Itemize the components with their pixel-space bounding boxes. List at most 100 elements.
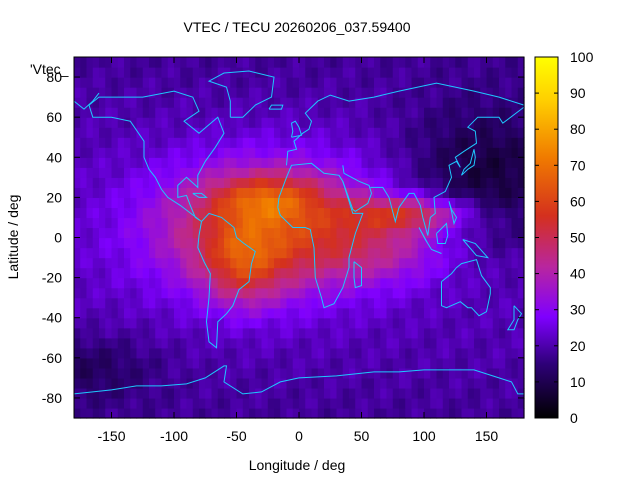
heatmap-cell — [411, 357, 419, 369]
heatmap-cell — [224, 197, 231, 209]
heatmap-cell — [180, 127, 188, 138]
heatmap-cell — [436, 157, 444, 168]
heatmap-cell — [274, 327, 281, 339]
heatmap-cell — [242, 397, 250, 409]
heatmap-cell — [474, 407, 481, 419]
heatmap-cell — [386, 317, 394, 329]
heatmap-cell — [374, 217, 381, 229]
heatmap-cell — [349, 97, 356, 108]
heatmap-cell — [74, 267, 81, 279]
heatmap-cell — [86, 257, 94, 269]
heatmap-cell — [392, 117, 400, 128]
heatmap-cell — [255, 257, 263, 269]
heatmap-cell — [499, 377, 506, 389]
heatmap-cell — [280, 117, 288, 128]
heatmap-cell — [255, 327, 263, 339]
heatmap-cell — [424, 117, 431, 128]
heatmap-cell — [117, 267, 125, 279]
heatmap-cell — [430, 387, 438, 399]
heatmap-cell — [511, 187, 519, 198]
heatmap-cell — [86, 157, 94, 168]
heatmap-cell — [211, 117, 219, 128]
heatmap-cell — [286, 127, 294, 138]
heatmap-cell — [486, 257, 494, 269]
heatmap-cell — [305, 267, 313, 279]
heatmap-cell — [436, 287, 444, 299]
heatmap-cell — [442, 347, 450, 359]
heatmap-cell — [467, 187, 475, 198]
heatmap-cell — [186, 57, 194, 68]
heatmap-cell — [192, 67, 200, 78]
heatmap-cell — [167, 197, 175, 209]
heatmap-cell — [455, 347, 463, 359]
heatmap-cell — [386, 347, 394, 359]
heatmap-cell — [130, 317, 138, 329]
heatmap-cell — [136, 187, 144, 198]
heatmap-cell — [517, 357, 525, 369]
heatmap-cell — [142, 177, 150, 188]
heatmap-cell — [161, 77, 169, 88]
heatmap-cell — [105, 117, 113, 128]
heatmap-cell — [367, 407, 375, 419]
heatmap-cell — [167, 147, 175, 158]
heatmap-cell — [292, 77, 300, 88]
heatmap-cell — [430, 157, 438, 168]
heatmap-cell — [486, 77, 494, 88]
heatmap-cell — [499, 397, 506, 409]
heatmap-cell — [267, 207, 275, 219]
heatmap-cell — [336, 347, 344, 359]
coastline — [448, 201, 458, 226]
x-tick-label: 100 — [412, 428, 436, 444]
heatmap-cell — [186, 367, 194, 379]
heatmap-cell — [480, 217, 488, 229]
heatmap-cell — [199, 127, 206, 138]
heatmap-cell — [155, 197, 163, 209]
heatmap-cell — [486, 337, 494, 349]
heatmap-cell — [461, 287, 469, 299]
heatmap-cell — [130, 227, 138, 239]
heatmap-cell — [249, 287, 256, 299]
heatmap-cell — [317, 397, 325, 409]
heatmap-cell — [142, 57, 150, 68]
heatmap-cell — [461, 337, 469, 349]
heatmap-cell — [161, 277, 169, 289]
heatmap-cell — [192, 137, 200, 148]
heatmap-cell — [380, 397, 388, 409]
heatmap-cell — [430, 127, 438, 138]
heatmap-cell — [80, 177, 88, 188]
heatmap-cell — [280, 157, 288, 168]
heatmap-cell — [242, 377, 250, 389]
heatmap-cell — [224, 387, 231, 399]
heatmap-cell — [367, 137, 375, 148]
heatmap-cell — [336, 177, 344, 188]
heatmap-cell — [274, 237, 281, 249]
heatmap-cell — [392, 197, 400, 209]
heatmap-cell — [361, 107, 369, 118]
heatmap-cell — [349, 327, 356, 339]
heatmap-cell — [105, 207, 113, 219]
heatmap-cell — [330, 137, 338, 148]
heatmap-cell — [486, 357, 494, 369]
heatmap-cell — [367, 387, 375, 399]
heatmap-cell — [317, 157, 325, 168]
heatmap-cell — [355, 127, 363, 138]
heatmap-cell — [380, 157, 388, 168]
heatmap-cell — [286, 247, 294, 259]
heatmap-cell — [442, 77, 450, 88]
heatmap-cell — [511, 137, 519, 148]
heatmap-cell — [86, 187, 94, 198]
heatmap-cell — [255, 157, 263, 168]
heatmap-cell — [224, 377, 231, 389]
heatmap-cell — [467, 377, 475, 389]
heatmap-cell — [274, 137, 281, 148]
heatmap-cell — [167, 277, 175, 289]
heatmap-cell — [399, 97, 406, 108]
heatmap-cell — [292, 367, 300, 379]
heatmap-cell — [124, 227, 131, 239]
heatmap-cell — [130, 197, 138, 209]
heatmap-cell — [349, 177, 356, 188]
heatmap-cell — [392, 217, 400, 229]
heatmap-cell — [199, 177, 206, 188]
heatmap-cell — [130, 407, 138, 419]
heatmap-cell — [361, 267, 369, 279]
